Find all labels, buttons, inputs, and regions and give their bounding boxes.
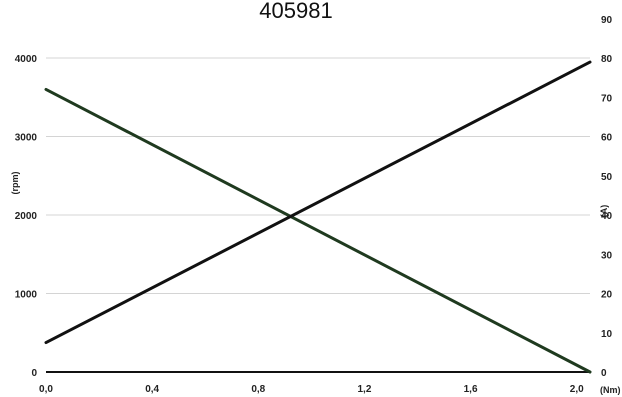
x-tick-labels: 0,0 0,4 0,8 1,2 1,6 2,0 xyxy=(39,384,584,395)
y2-tick-label: 50 xyxy=(601,172,613,183)
y2-tick-label: 20 xyxy=(601,290,613,301)
x-tick-label: 1,6 xyxy=(464,384,478,395)
grid xyxy=(46,57,590,294)
y2-tick-label: 10 xyxy=(601,329,613,340)
y-tick-label: 4000 xyxy=(15,54,38,65)
y2-tick-label: 90 xyxy=(601,15,613,26)
x-tick-label: 0,8 xyxy=(251,384,265,395)
x-tick-label: 0,4 xyxy=(145,384,159,395)
y2-tick-label: 30 xyxy=(601,250,613,261)
series-line-1 xyxy=(44,87,592,374)
y-tick-label: 2000 xyxy=(15,211,38,222)
y2-tick-label: 40 xyxy=(601,211,613,222)
y-tick-label: 0 xyxy=(31,368,37,379)
y2-tick-labels: 0 10 20 30 40 50 60 70 80 90 xyxy=(601,15,613,379)
y-tick-label: 3000 xyxy=(15,133,38,144)
x-axis-label: (Nm) xyxy=(600,385,621,395)
y-axis-label: (rpm) xyxy=(10,172,20,195)
y2-axis-label: (A) xyxy=(599,205,609,218)
y2-tick-label: 70 xyxy=(601,93,613,104)
y-tick-label: 1000 xyxy=(15,290,38,301)
y2-tick-label: 0 xyxy=(601,368,607,379)
series-line-2 xyxy=(44,60,592,345)
y2-tick-label: 60 xyxy=(601,133,613,144)
y2-tick-label: 80 xyxy=(601,54,613,65)
series-lines xyxy=(44,60,592,374)
x-tick-label: 2,0 xyxy=(570,384,584,395)
x-tick-label: 1,2 xyxy=(357,384,371,395)
chart-title: 405981 xyxy=(259,0,332,23)
y-tick-labels: 0 1000 2000 3000 4000 xyxy=(15,54,38,379)
x-tick-label: 0,0 xyxy=(39,384,53,395)
